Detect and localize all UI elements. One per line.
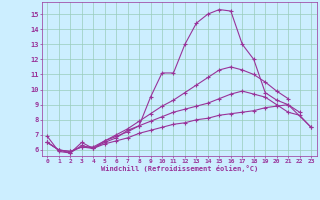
X-axis label: Windchill (Refroidissement éolien,°C): Windchill (Refroidissement éolien,°C) bbox=[100, 165, 258, 172]
